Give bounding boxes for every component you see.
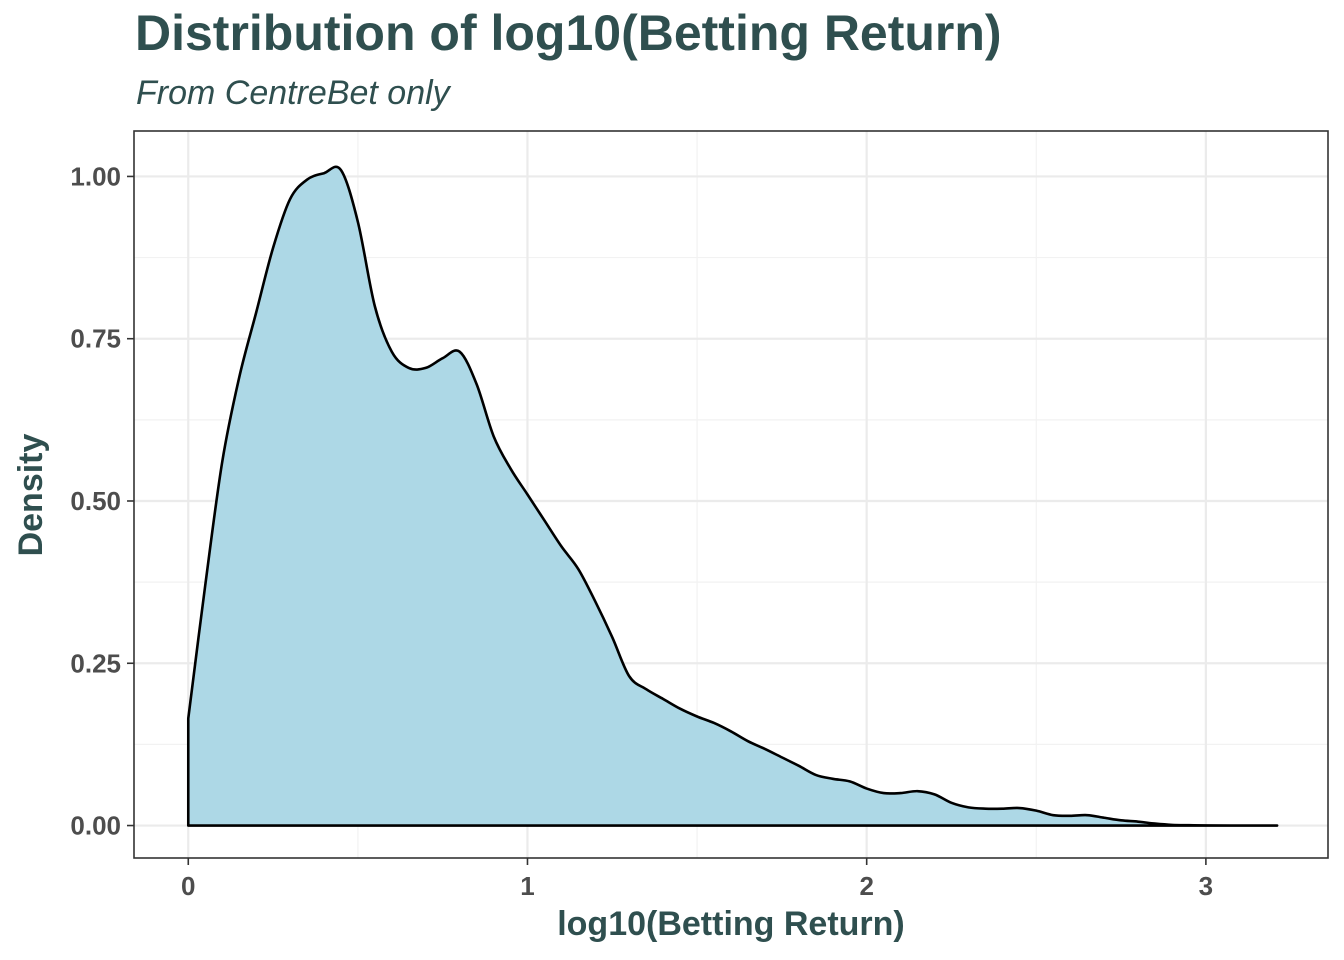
y-tick-label: 0.75 [70,324,121,354]
x-tick-label: 0 [181,871,195,901]
chart-title: Distribution of log10(Betting Return) [135,5,1002,61]
density-area [188,166,1278,826]
y-tick-label: 0.50 [70,486,121,516]
y-tick-label: 0.00 [70,811,121,841]
y-tick-label: 0.25 [70,648,121,678]
x-tick-label: 3 [1199,871,1213,901]
panel-border [133,130,1329,859]
x-axis: 0 1 2 3 [181,858,1213,901]
x-axis-title: log10(Betting Return) [557,905,905,943]
x-tick-label: 2 [859,871,873,901]
y-tick-label: 1.00 [70,161,121,191]
y-axis-title: Density [12,434,50,557]
x-tick-label: 1 [520,871,534,901]
density-line [186,165,1279,827]
y-axis: 0.00 0.25 0.50 0.75 1.00 [70,161,134,841]
chart-subtitle: From CentreBet only [136,74,450,112]
